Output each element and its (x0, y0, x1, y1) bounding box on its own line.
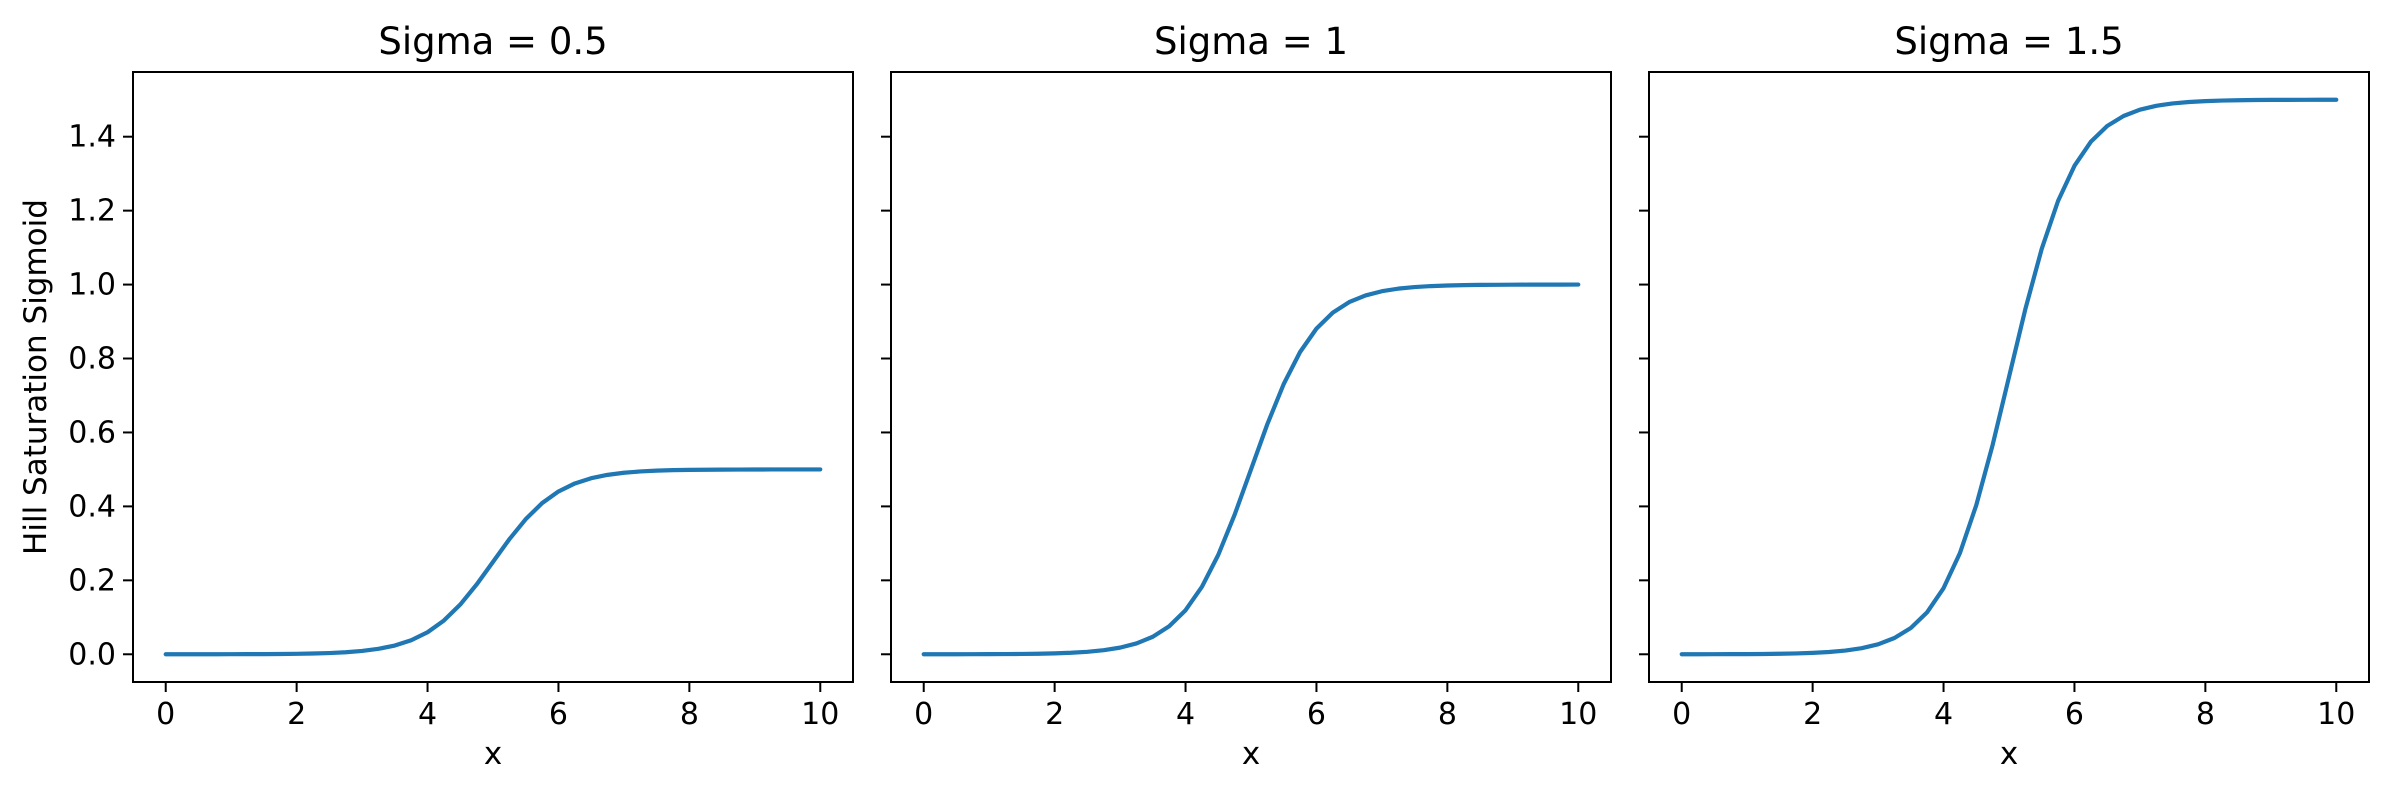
y-tick-label: 0.0 (68, 637, 116, 672)
subplot-0: 0 2 4 6 8 10 0.0 0.2 0.4 0.6 0.8 1.0 1.2 1.4 (68, 71, 854, 732)
subplot-2: 0 2 4 6 8 10 (1639, 71, 2370, 732)
subplot-title-sigma-0.5: Sigma = 0.5 (378, 20, 608, 63)
x-tick-label: 2 (1045, 697, 1064, 732)
subplot-1: 0 2 4 6 8 10 (881, 71, 1612, 732)
y-axis-label: Hill Saturation Sigmoid (18, 199, 54, 555)
y-tick-label: 0.2 (68, 563, 116, 598)
x-axis-label-0: x (483, 736, 503, 772)
x-tick-label: 6 (549, 697, 568, 732)
subplot-title-sigma-1: Sigma = 1 (1153, 20, 1349, 63)
x-tick-label: 8 (2196, 697, 2215, 732)
y-tick-label: 1.0 (68, 268, 116, 303)
sigmoid-curve-sigma=0.5 (163, 467, 823, 657)
y-tick-label: 0.6 (68, 415, 116, 450)
x-tick-label: 0 (1672, 697, 1691, 732)
x-tick-label: 8 (680, 697, 699, 732)
y-tick-label: 1.2 (68, 194, 116, 229)
x-tick-label: 4 (418, 697, 437, 732)
x-tick-label: 6 (1307, 697, 1326, 732)
x-axis-label-1: x (1241, 736, 1261, 772)
x-tick-label: 10 (801, 697, 839, 732)
x-tick-label: 0 (156, 697, 175, 732)
axes-frame (1648, 71, 2370, 683)
axes-frame (132, 71, 854, 683)
x-tick-label: 6 (2065, 697, 2084, 732)
axes-frame (890, 71, 1612, 683)
x-tick-label: 10 (1559, 697, 1597, 732)
y-tick-label: 0.4 (68, 489, 116, 524)
y-tick-label: 1.4 (68, 120, 116, 155)
x-tick-label: 4 (1176, 697, 1195, 732)
x-tick-label: 8 (1438, 697, 1457, 732)
sigmoid-curve-sigma=1.5 (1679, 97, 2339, 657)
x-tick-label: 10 (2317, 697, 2355, 732)
y-tick-label: 0.8 (68, 342, 116, 377)
x-axis-label-2: x (1999, 736, 2019, 772)
x-tick-label: 2 (1803, 697, 1822, 732)
x-tick-label: 0 (914, 697, 933, 732)
sigmoid-curve-sigma=1 (921, 282, 1581, 657)
subplot-title-sigma-1.5: Sigma = 1.5 (1894, 20, 2124, 63)
x-tick-label: 4 (1934, 697, 1953, 732)
x-tick-label: 2 (287, 697, 306, 732)
